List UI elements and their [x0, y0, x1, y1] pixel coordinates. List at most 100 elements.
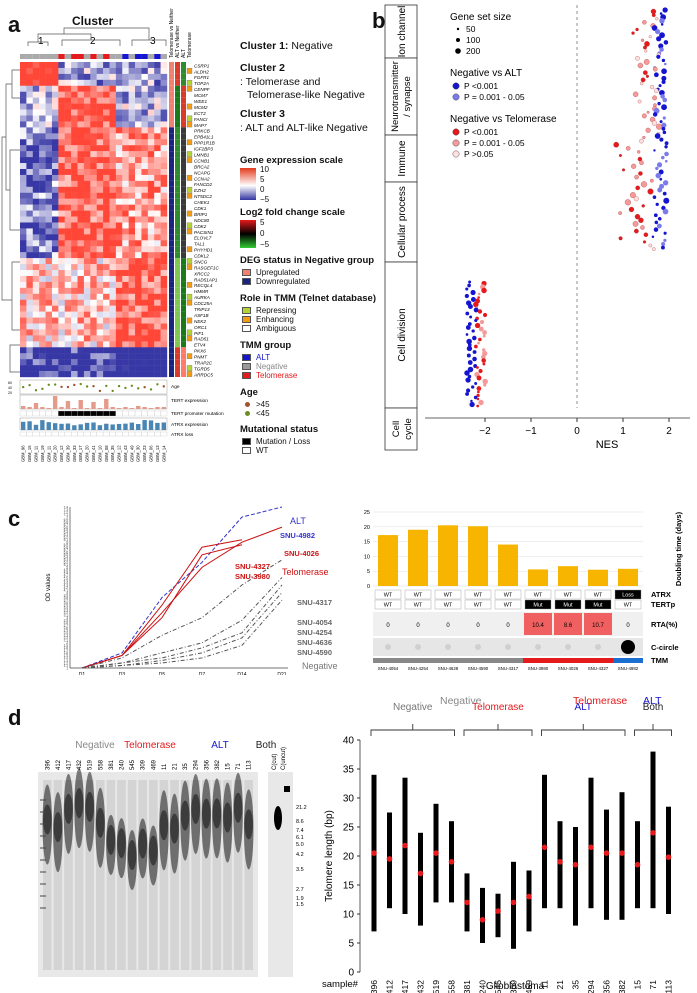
heatmap-cell: [26, 299, 33, 306]
heatmap-cell: [58, 85, 65, 92]
heatmap-cell: [83, 299, 91, 306]
heatmap-cell: [122, 139, 129, 146]
role-legend-label: Enhancing: [256, 315, 294, 324]
heatmap-cell: [32, 329, 40, 336]
heatmap-cell: [45, 270, 53, 277]
alt-bubble: [653, 72, 659, 78]
heatmap-cell: [51, 192, 59, 199]
tert-expression-bar: [116, 408, 122, 409]
heatmap-cell: [39, 359, 46, 366]
log2fc-alt-cell: [181, 67, 186, 74]
size-marker: 7.4: [296, 828, 304, 834]
heatmap-cell: [51, 270, 59, 277]
heatmap-cell: [135, 91, 142, 98]
heatmap-cell: [128, 210, 136, 217]
blot-lane-smear: [212, 780, 222, 970]
y-axis-label: Telomere length (bp): [324, 810, 335, 902]
log2-scale-tick: −5: [260, 240, 270, 249]
ccircle-dot: [385, 644, 391, 650]
heatmap-cell: [83, 335, 91, 342]
atrx-loss-cell: [96, 431, 104, 437]
heatmap-cell: [103, 127, 110, 134]
heatmap-cell: [128, 133, 136, 140]
cluster-number: 2: [90, 36, 96, 47]
heatmap-cell: [141, 133, 149, 140]
x-tick-label: 294: [586, 980, 596, 993]
heatmap-cell: [83, 293, 91, 300]
heatmap-cell: [83, 97, 91, 104]
median-dot: [417, 870, 424, 877]
atrx-expression-bar: [59, 423, 64, 430]
telnet-role-cell: [186, 299, 193, 306]
heatmap-cell: [20, 204, 27, 211]
blot-lane-signal: [233, 772, 243, 853]
deg-status-cell: [169, 198, 174, 205]
heatmap-cell: [20, 192, 27, 199]
row-dendrogram: [1, 69, 20, 373]
alt-bubble: [661, 58, 666, 63]
deg-legend-label: Upregulated: [256, 268, 300, 277]
alt-bubble: [465, 333, 469, 336]
heatmap-cell: [39, 97, 46, 104]
deg-status-cell: [169, 103, 174, 110]
heatmap-cell: [77, 198, 85, 205]
gene-label: IGF2BP3: [194, 147, 213, 152]
heatmap-cell: [128, 365, 136, 372]
heatmap-cell: [77, 329, 85, 336]
heatmap-cell: [45, 240, 53, 247]
deg-status-cell: [169, 305, 174, 312]
gene-label: PPP1R1B: [194, 141, 215, 146]
age-dot: [92, 384, 95, 388]
role-legend-swatch: [242, 325, 251, 332]
heatmap-cell: [160, 157, 168, 164]
telnet-role-cell: [186, 157, 193, 163]
heatmap-cell: [160, 145, 168, 152]
heatmap-cell: [26, 157, 33, 164]
heatmap-cell: [141, 305, 149, 312]
heatmap-cell: [39, 109, 46, 116]
heatmap-cell: [26, 192, 33, 199]
y-tick-label: 20: [364, 525, 370, 531]
heatmap-cell: [154, 174, 161, 182]
tel-bubble: [477, 341, 480, 345]
heatmap-cell: [90, 293, 97, 300]
heatmap-cell: [160, 240, 168, 247]
heatmap-cell: [26, 216, 33, 223]
heatmap-cell: [32, 109, 40, 116]
age-dot: [21, 385, 25, 389]
heatmap-cell: [77, 73, 85, 81]
tel-bubble: [637, 150, 641, 154]
heatmap-cell: [20, 264, 27, 271]
heatmap-cell: [147, 222, 155, 229]
heatmap-cell: [77, 228, 85, 235]
tert-mutation-cell: [58, 410, 65, 417]
heatmap-cell: [45, 180, 53, 188]
neg-tel-label: P <0.001: [464, 127, 498, 137]
blot-lane-smear: [223, 780, 232, 970]
group-bracket: [463, 724, 533, 736]
heatmap-cell: [58, 174, 65, 182]
heatmap-cell: [109, 198, 117, 205]
blot-lane-peak: [106, 824, 116, 855]
gene-label: TGRD5: [194, 366, 210, 371]
heatmap-cell: [90, 341, 97, 348]
heatmap-cell: [51, 91, 59, 98]
heatmap-cell: [26, 275, 33, 283]
heatmap-cell: [109, 79, 117, 86]
heatmap-cell: [103, 62, 110, 69]
heatmap-cell: [109, 311, 117, 318]
heatmap-cell: [77, 222, 85, 229]
heatmap-cell: [20, 311, 27, 318]
heatmap-cell: [64, 353, 72, 360]
heatmap-cell: [154, 299, 161, 306]
age-dot: [47, 383, 50, 387]
alt-bubble: [659, 137, 664, 142]
panel-label-b: b: [372, 8, 386, 33]
heatmap-cell: [115, 365, 123, 372]
heatmap-cell: [135, 121, 142, 128]
heatmap-cell: [122, 264, 129, 271]
heatmap-cell: [64, 228, 72, 235]
heatmap-cell: [154, 317, 161, 324]
alt-bubble: [470, 289, 476, 296]
